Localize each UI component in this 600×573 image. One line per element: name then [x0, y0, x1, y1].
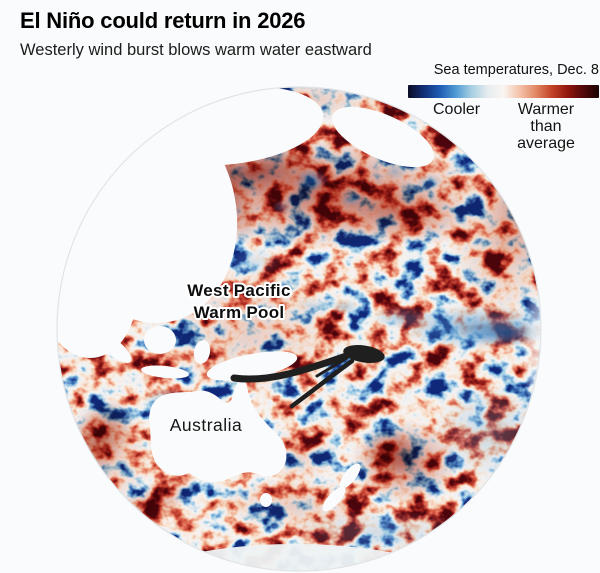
new-zealand-south-island — [322, 486, 346, 512]
alaska-landmass — [331, 106, 435, 168]
java-island — [141, 365, 189, 379]
antarctica-landmass — [110, 544, 480, 571]
indochina-landmass — [110, 236, 162, 316]
legend-labels: Cooler Warmer than average — [408, 98, 599, 154]
wind-arrow-barb-short — [315, 356, 349, 378]
legend-warmer-line3: average — [517, 135, 575, 152]
new-guinea-island — [206, 351, 298, 381]
globe-rim — [56, 86, 542, 572]
philippines-island — [176, 258, 196, 294]
wind-arrow-head — [343, 344, 385, 364]
legend-title: Sea temperatures, Dec. 8 — [433, 62, 599, 78]
legend-warmer-line2: than — [530, 118, 562, 135]
warm-pool-label-line1: West Pacific — [187, 281, 290, 300]
legend-cooler-label: Cooler — [433, 101, 481, 118]
australia-landmass — [149, 379, 287, 483]
legend-warmer-line1: Warmer — [517, 101, 575, 118]
westerly-wind-arrow — [230, 344, 385, 409]
page-subtitle: Westerly wind burst blows warm water eas… — [20, 41, 372, 59]
color-legend: Sea temperatures, Dec. 8 Cooler Warmer t… — [408, 62, 599, 154]
sumatra-island — [94, 330, 132, 364]
australia-label: Australia — [170, 415, 243, 435]
wind-arrow-shaft — [230, 352, 350, 383]
new-zealand-north-island — [339, 463, 361, 489]
page-title: El Niño could return in 2026 — [20, 8, 306, 33]
sulawesi-island — [193, 340, 211, 364]
borneo-island — [144, 326, 176, 354]
wind-arrow-barb-long — [289, 358, 355, 409]
tasmania-island — [260, 493, 272, 507]
header: El Niño could return in 2026 Westerly wi… — [20, 8, 580, 60]
legend-gradient-bar — [408, 85, 599, 98]
warm-pool-label-line2: Warm Pool — [194, 303, 285, 322]
legend-warmer-label: Warmer than average — [513, 101, 579, 152]
